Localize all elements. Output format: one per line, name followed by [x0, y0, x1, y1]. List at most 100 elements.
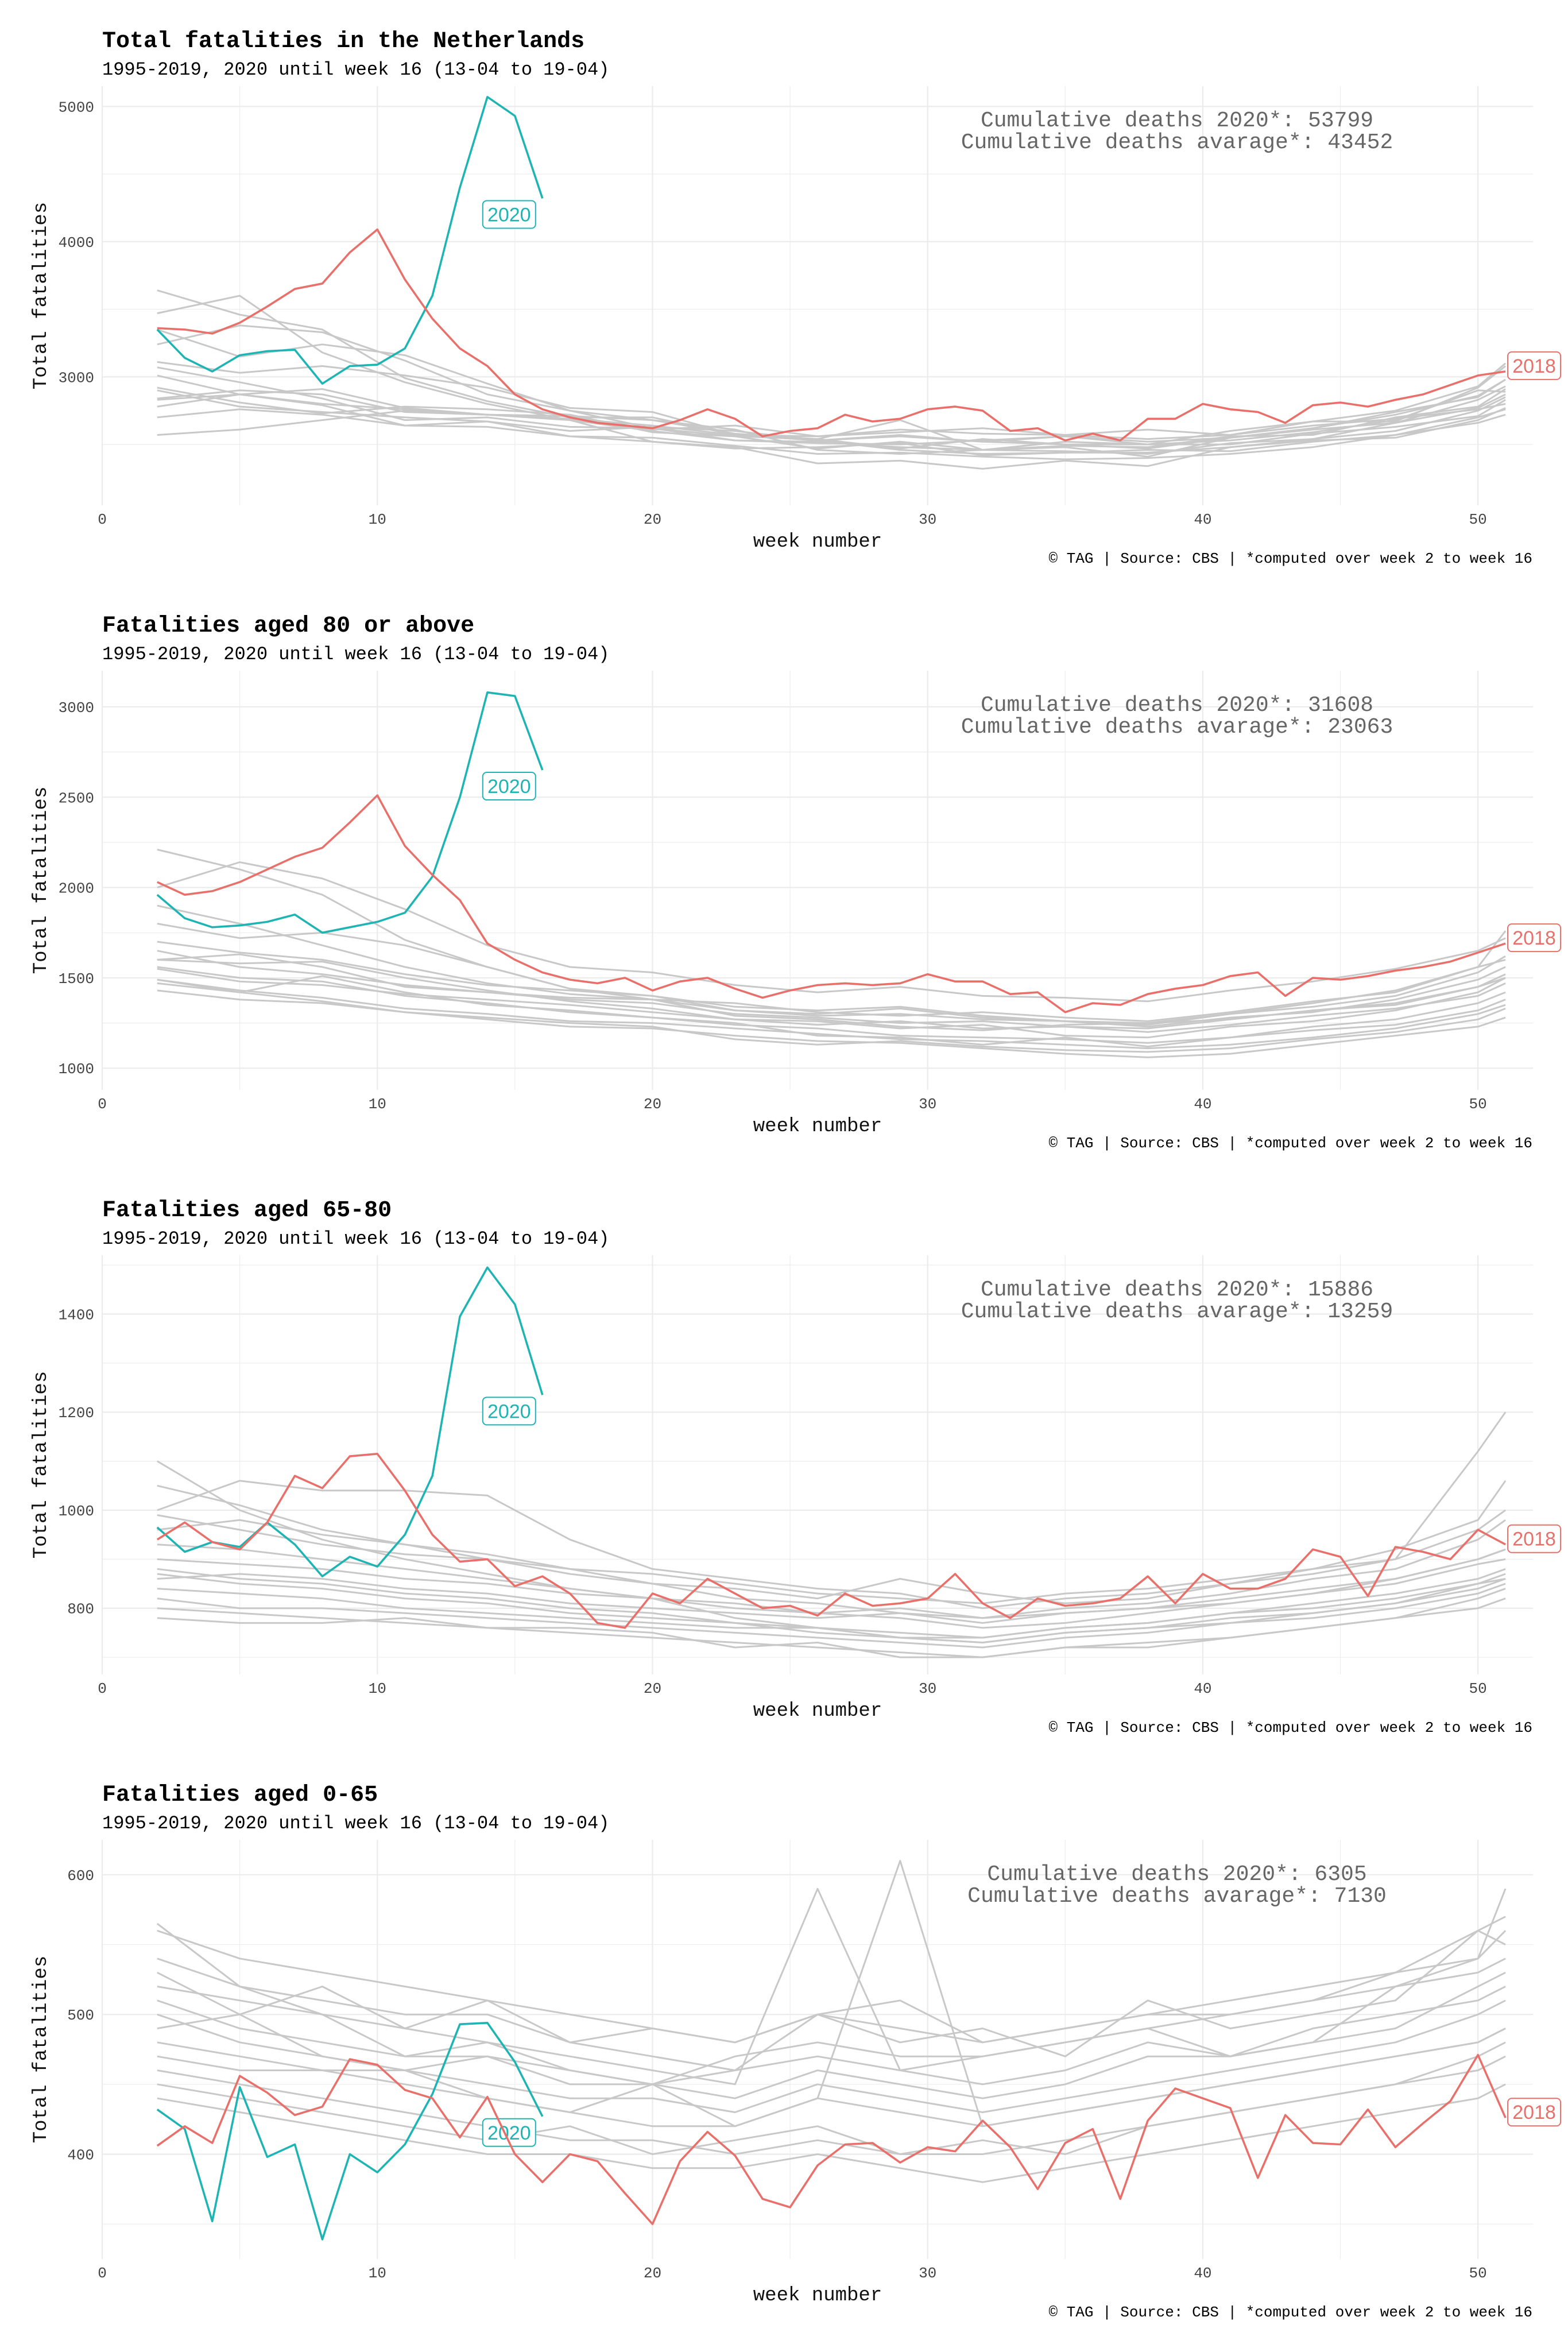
y-tick-label: 1500 — [59, 970, 94, 988]
x-tick-label: 30 — [919, 2265, 936, 2282]
x-tick-label: 20 — [644, 1680, 661, 1697]
series-label-box — [482, 2118, 536, 2147]
series-label-box — [1507, 923, 1562, 953]
grid-lines — [101, 671, 1533, 1090]
y-tick-label: 2500 — [59, 790, 94, 807]
series-line-other-year — [157, 1887, 1506, 2086]
cumulative-annotation: Cumulative deaths avarage*: 43452 — [961, 130, 1393, 155]
series-line-2018 — [157, 794, 1506, 1013]
series-line-other-year — [157, 388, 1506, 455]
x-tick-label: 50 — [1469, 2265, 1487, 2282]
line-chart: 0 10 20 30 40 50 800 1000 1200 1400 week number Tot… — [30, 1255, 1562, 1722]
panel-title: Total fatalities in the Netherlands — [102, 29, 585, 55]
y-tick-label: 500 — [67, 2007, 94, 2024]
series-label-text: 2020 — [487, 1401, 531, 1422]
y-tick-label: 2000 — [59, 880, 94, 898]
y-tick-label: 1200 — [59, 1405, 94, 1422]
line-chart: 0 10 20 30 40 50 400 500 600 week number Total fat… — [30, 1840, 1562, 2307]
y-tick-label: 3000 — [59, 369, 94, 386]
series-line-other-year — [157, 2041, 1506, 2155]
panel-subtitle: 1995-2019, 2020 until week 16 (13-04 to … — [102, 1813, 610, 1834]
series-line-other-year — [157, 289, 1507, 440]
y-tick-label: 400 — [67, 2147, 94, 2164]
series-line-other-year — [157, 407, 1506, 470]
series-label-text: 2018 — [1512, 927, 1556, 949]
source-caption: © TAG | Source: CBS | *computed over wee… — [1048, 2304, 1532, 2321]
y-axis-title: Total fatalities — [30, 202, 52, 389]
x-tick-label: 50 — [1469, 511, 1487, 528]
cumulative-annotation: Cumulative deaths avarage*: 13259 — [961, 1299, 1393, 1324]
panel-aged-80-plus: Fatalities aged 80 or above 1995-2019, 2… — [0, 585, 1568, 1169]
panel-subtitle: 1995-2019, 2020 until week 16 (13-04 to … — [102, 59, 610, 80]
y-tick-label: 3000 — [59, 699, 94, 717]
y-tick-label: 1400 — [59, 1306, 94, 1324]
source-caption: © TAG | Source: CBS | *computed over wee… — [1048, 1719, 1532, 1736]
series-line-other-year — [157, 1916, 1506, 2044]
series-line-2020 — [156, 691, 544, 934]
series-line-other-year — [157, 1930, 1507, 2044]
series-label-box — [482, 200, 536, 229]
series-label-2020: 2020 — [482, 1396, 536, 1426]
y-axis-title: Total fatalities — [30, 1371, 52, 1558]
x-tick-label: 20 — [644, 511, 661, 528]
x-tick-label: 50 — [1469, 1680, 1487, 1697]
series-line-other-year — [157, 374, 1506, 438]
series-label-2020: 2020 — [482, 200, 536, 229]
grid-lines — [101, 1255, 1533, 1674]
series-line-other-year — [157, 328, 1506, 458]
cumulative-annotation: Cumulative deaths avarage*: 23063 — [961, 715, 1393, 740]
series-line-other-year — [157, 950, 1506, 1030]
series-line-other-year — [157, 408, 1506, 461]
series-line-other-year — [157, 1573, 1506, 1643]
series-line-other-year — [157, 966, 1506, 1044]
series-line-other-year — [157, 982, 1506, 1053]
line-chart: 0 10 20 30 40 50 1000 1500 2000 2500 3000 week numb… — [30, 671, 1562, 1138]
y-tick-label: 1000 — [59, 1503, 94, 1520]
series-line-other-year — [157, 1411, 1507, 1610]
panel-subtitle: 1995-2019, 2020 until week 16 (13-04 to … — [102, 644, 610, 665]
panel-title: Fatalities aged 0-65 — [102, 1782, 378, 1808]
x-tick-label: 10 — [369, 2265, 386, 2282]
y-axis-title: Total fatalities — [30, 1956, 52, 2143]
cumulative-annotation: Cumulative deaths 2020*: 31608 — [981, 693, 1373, 718]
series-line-other-year — [157, 861, 1506, 1003]
series-label-2018: 2018 — [1507, 351, 1562, 380]
series-line-other-year — [157, 978, 1506, 1050]
series-label-text: 2018 — [1512, 2102, 1556, 2123]
series-line-other-year — [157, 1597, 1506, 1658]
cumulative-annotation: Cumulative deaths avarage*: 7130 — [967, 1884, 1387, 1909]
x-tick-label: 30 — [919, 1680, 936, 1697]
series-line-other-year — [157, 1548, 1506, 1619]
y-axis-title: Total fatalities — [30, 787, 52, 974]
series-line-other-year — [157, 1484, 1506, 1619]
series-line-2018 — [156, 1453, 1506, 1629]
series-line-2018 — [156, 2053, 1507, 2225]
x-tick-label: 30 — [919, 1096, 936, 1113]
x-tick-label: 40 — [1194, 1096, 1211, 1113]
series-line-other-year — [157, 1986, 1506, 2086]
series-line-other-year — [157, 968, 1506, 1033]
series-line-other-year — [157, 1971, 1506, 2099]
line-chart: 0 10 20 30 40 50 3000 4000 5000 week number Total … — [30, 86, 1562, 553]
series-label-text: 2018 — [1512, 355, 1556, 377]
x-tick-label: 10 — [369, 1680, 386, 1697]
series-line-other-year — [157, 1480, 1507, 1604]
x-tick-label: 40 — [1194, 1680, 1211, 1697]
series-label-box — [482, 1396, 536, 1426]
x-axis-title: week number — [753, 1700, 882, 1722]
panel-aged-0-65: Fatalities aged 0-65 1995-2019, 2020 unt… — [0, 1754, 1568, 2338]
x-axis-title: week number — [753, 1116, 882, 1138]
series-line-2018 — [157, 228, 1506, 442]
x-tick-label: 0 — [98, 2265, 107, 2282]
x-axis-title: week number — [753, 2285, 882, 2307]
x-tick-label: 10 — [369, 511, 386, 528]
cumulative-annotation: Cumulative deaths 2020*: 6305 — [987, 1862, 1366, 1887]
cumulative-annotation: Cumulative deaths 2020*: 15886 — [981, 1278, 1373, 1302]
panel-title: Fatalities aged 80 or above — [102, 613, 475, 639]
series-label-2018: 2018 — [1507, 1524, 1562, 1553]
series-line-other-year — [157, 849, 1506, 1026]
series-label-box — [1507, 2098, 1562, 2127]
cumulative-annotation: Cumulative deaths 2020*: 53799 — [981, 109, 1373, 133]
series-label-2018: 2018 — [1507, 923, 1562, 953]
x-tick-label: 0 — [98, 1096, 107, 1113]
